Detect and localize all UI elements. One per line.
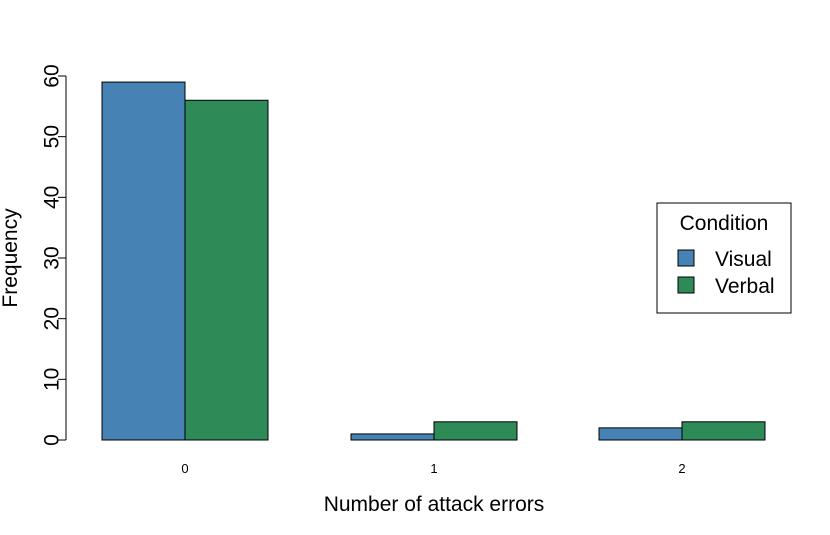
bar-visual-0 bbox=[101, 81, 186, 441]
legend: Condition Visual Verbal bbox=[656, 202, 792, 314]
bar-verbal-2 bbox=[681, 421, 766, 441]
bars bbox=[101, 81, 766, 441]
y-tick-label: 10 bbox=[41, 368, 64, 391]
x-tick-label: 0 bbox=[181, 461, 188, 476]
legend-box bbox=[656, 202, 792, 314]
bar-visual-1 bbox=[350, 433, 435, 441]
y-axis: 0 10 20 30 40 50 60 bbox=[41, 64, 67, 446]
y-tick-label: 20 bbox=[41, 307, 64, 330]
x-axis-label: Number of attack errors bbox=[324, 493, 545, 516]
y-tick-label: 50 bbox=[41, 125, 64, 148]
bar-visual-2 bbox=[598, 427, 683, 441]
x-tick-labels: 0 1 2 bbox=[181, 461, 685, 476]
x-tick-label: 2 bbox=[678, 461, 685, 476]
y-tick-label: 30 bbox=[41, 246, 64, 269]
y-tick-label: 60 bbox=[41, 64, 64, 87]
y-tick-label: 0 bbox=[41, 434, 64, 446]
legend-title: Condition bbox=[680, 212, 769, 235]
bar-verbal-0 bbox=[184, 99, 269, 441]
y-tick-label: 40 bbox=[41, 186, 64, 209]
legend-label-verbal: Verbal bbox=[715, 275, 775, 298]
legend-swatch-visual bbox=[677, 249, 695, 267]
y-axis-label: Frequency bbox=[0, 208, 22, 308]
x-tick-label: 1 bbox=[430, 461, 437, 476]
legend-label-visual: Visual bbox=[715, 248, 772, 271]
legend-swatch-verbal bbox=[677, 276, 695, 294]
bar-verbal-1 bbox=[433, 421, 518, 441]
